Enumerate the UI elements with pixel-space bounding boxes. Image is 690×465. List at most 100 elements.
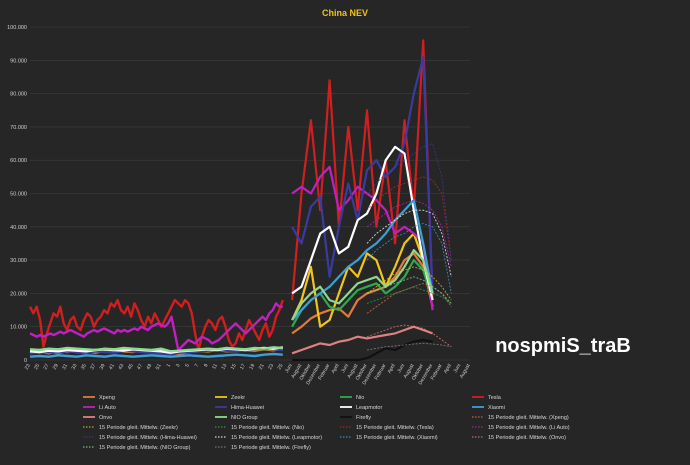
legend-label: Xpeng (99, 395, 115, 401)
series-line-3 (291, 39, 434, 301)
series-line-10 (292, 338, 433, 362)
legend-label: 15 Periode gleit. Mittelw. (Xpeng) (488, 415, 569, 421)
x-tick-label: Juni (340, 363, 350, 374)
x-tick-label: 7 (194, 363, 201, 369)
x-tick-label: 17 (239, 363, 247, 371)
x-tick-label: 1 (166, 363, 173, 369)
y-tick-label: 0 (24, 358, 27, 364)
x-tick-label: 5 (184, 363, 191, 369)
series-line-8 (291, 325, 433, 355)
x-tick-label: 33 (71, 363, 79, 371)
legend-label: 15 Periode gleit. Mittelw. (NIO Group) (99, 445, 191, 451)
legend-label: Onvo (99, 415, 112, 421)
x-tick-label: 25 (277, 363, 285, 371)
series-line-9 (291, 249, 434, 321)
x-tick-label: April (330, 363, 340, 375)
x-tick-label: 45 (127, 363, 135, 371)
legend-label: 15 Periode gleit. Mittelw. (Onvo) (488, 435, 566, 441)
legend-label: 15 Periode gleit. Mittelw. (Zeekr) (99, 425, 178, 431)
x-axis-ticks: 23 25 27 29 31 33 35 37 39 41 43 45 47 49 51 1 3 5 7 9 11 13 1… (24, 362, 472, 386)
series-line-18 (366, 223, 452, 294)
legend-label: 15 Periode gleit. Mittelw. (Tesla) (356, 425, 434, 431)
x-tick-label: 9 (203, 363, 210, 369)
x-tick-label: 35 (80, 363, 88, 371)
x-tick-label: 19 (248, 363, 256, 371)
y-axis-ticks: 0 10.000 20.000 30.000 40.000 50.000 60.000 70.… (7, 25, 27, 364)
x-tick-label: 27 (42, 363, 50, 371)
x-tick-label: Juni (453, 363, 463, 374)
x-tick-label: Juni (284, 363, 294, 374)
legend-label: Leapmotor (356, 405, 382, 411)
y-tick-label: 50.000 (10, 192, 27, 198)
x-tick-label: 47 (136, 363, 144, 371)
legend-label: 15 Periode gleit. Mittelw. (Firefly) (231, 445, 311, 451)
legend-label: Nio (356, 395, 364, 401)
x-tick-label: 23 (267, 363, 275, 371)
x-tick-label: 39 (99, 363, 107, 371)
legend: Xpeng Zeekr Nio Tesla Li Auto Hima-Huawei Leap… (83, 395, 570, 451)
legend-label: 15 Periode gleit. Mittelw. (Leapmotor) (231, 435, 322, 441)
x-tick-label: 21 (258, 363, 266, 371)
y-tick-label: 100.000 (7, 25, 27, 31)
legend-label: Hima-Huawei (231, 405, 264, 411)
x-tick-label: 49 (145, 363, 153, 371)
series-line-7 (29, 352, 283, 358)
series-line-6 (291, 145, 434, 301)
legend-label: 15 Periode gleit. Mittelw. (Nio) (231, 425, 304, 431)
y-tick-label: 10.000 (10, 325, 27, 331)
series-line-15 (366, 199, 452, 267)
legend-label: Firefly (356, 415, 371, 421)
y-tick-label: 40.000 (10, 225, 27, 231)
x-tick-label: 23 (24, 363, 32, 371)
y-tick-label: 20.000 (10, 291, 27, 297)
grid-layer (30, 26, 470, 361)
y-tick-label: 70.000 (10, 125, 27, 131)
series-line-14 (366, 176, 452, 261)
series-line-4 (29, 302, 283, 352)
series-line-5 (291, 55, 434, 294)
watermark-text: nospmiS_traB (495, 335, 631, 357)
x-tick-label: 51 (155, 363, 163, 371)
series-line-7 (291, 199, 434, 321)
x-tick-label: 43 (117, 363, 125, 371)
x-tick-label: 37 (89, 363, 97, 371)
x-tick-label: 29 (52, 363, 60, 371)
series-line-19 (366, 324, 452, 348)
series-layer (28, 39, 452, 362)
x-tick-label: 31 (61, 363, 69, 371)
x-tick-label: 41 (108, 363, 116, 371)
series-line-20 (366, 276, 452, 304)
x-tick-label: 11 (211, 363, 219, 371)
y-tick-label: 90.000 (10, 58, 27, 64)
y-tick-label: 80.000 (10, 92, 27, 98)
legend-label: 15 Periode gleit. Mittelw. (Xiaomi) (356, 435, 438, 441)
series-line-3 (28, 298, 284, 352)
x-tick-label: August (459, 362, 472, 379)
series-line-12 (366, 266, 452, 301)
x-tick-label: 25 (33, 363, 41, 371)
series-line-11 (366, 282, 452, 314)
x-tick-label: 3 (175, 363, 182, 369)
series-line-17 (366, 209, 452, 277)
y-tick-label: 30.000 (10, 258, 27, 264)
legend-label: Li Auto (99, 405, 116, 411)
chart-title: China NEV (322, 8, 368, 18)
x-tick-label: April (387, 363, 397, 375)
series-line-16 (366, 143, 452, 261)
series-line-21 (366, 342, 452, 351)
legend-label: 15 Periode gleit. Mittelw. (Li Auto) (488, 425, 570, 431)
series-line-13 (366, 286, 452, 304)
x-tick-label: 15 (230, 363, 238, 371)
y-tick-label: 60.000 (10, 158, 27, 164)
x-tick-label: Juni (396, 363, 406, 374)
legend-label: Tesla (488, 395, 502, 401)
x-tick-label: 13 (220, 363, 228, 371)
legend-label: Xiaomi (488, 405, 505, 411)
series-line-9 (29, 346, 283, 353)
legend-label: 15 Periode gleit. Mittelw. (Hima-Huawei) (99, 435, 197, 441)
legend-label: Zeekr (231, 395, 245, 401)
legend-label: NIO Group (231, 415, 258, 421)
series-line-1 (291, 232, 434, 328)
